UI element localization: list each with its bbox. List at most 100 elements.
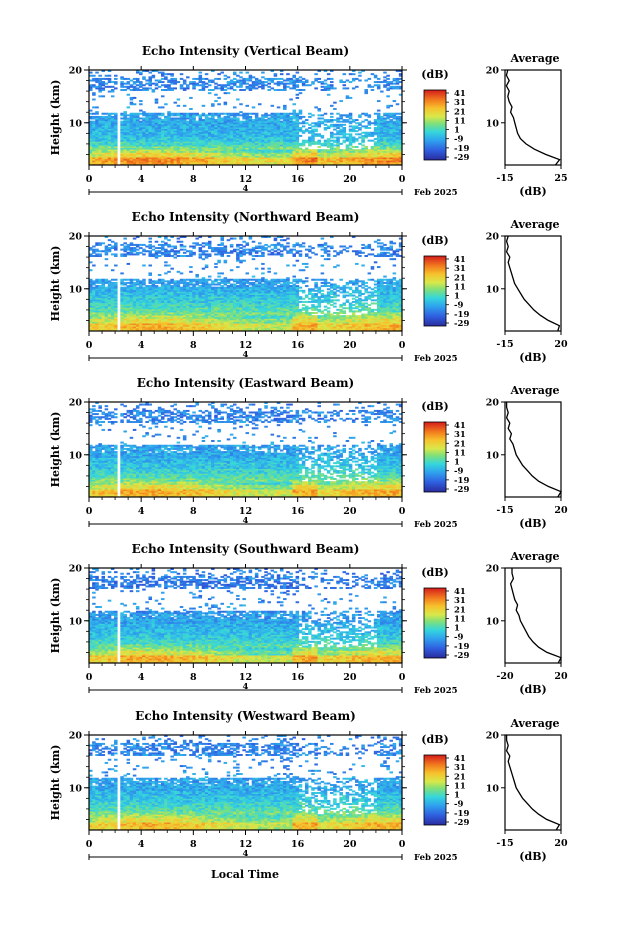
heatmap-cell xyxy=(167,157,171,160)
heatmap-cell xyxy=(207,92,212,95)
heatmap-cell xyxy=(276,160,281,163)
heatmap-cell xyxy=(376,158,381,161)
heatmap-cell xyxy=(182,161,187,164)
heatmap-cell xyxy=(95,71,99,74)
heatmap-cell xyxy=(367,120,372,123)
heatmap-cell xyxy=(182,104,187,107)
heatmap-cell xyxy=(229,161,234,164)
heatmap-cell xyxy=(330,115,334,118)
heatmap-cell xyxy=(151,82,156,85)
heatmap-cell xyxy=(301,115,306,118)
heatmap-cell xyxy=(273,82,278,85)
heatmap-cell xyxy=(311,315,315,318)
heatmap-cell xyxy=(248,161,253,164)
heatmap-cell xyxy=(358,315,362,318)
heatmap-cell xyxy=(126,114,131,117)
heatmap-cell xyxy=(95,106,99,109)
heatmap-cell xyxy=(114,160,118,163)
heatmap-cell xyxy=(192,161,196,164)
heatmap-cell xyxy=(120,160,124,163)
heatmap-cell xyxy=(126,117,131,120)
heatmap-cell xyxy=(298,122,303,125)
heatmap-cell xyxy=(364,119,368,122)
heatmap-cell xyxy=(151,112,156,115)
heatmap-cell xyxy=(398,160,403,163)
heatmap-cell xyxy=(364,79,368,82)
heatmap-cell xyxy=(270,77,275,80)
heatmap-cell xyxy=(392,82,397,85)
heatmap-cell xyxy=(295,112,300,115)
heatmap-cell xyxy=(239,71,243,74)
heatmap-cell xyxy=(261,160,265,163)
heatmap-cell xyxy=(104,157,109,160)
heatmap-cell xyxy=(386,161,390,164)
heatmap-cell xyxy=(311,312,315,314)
heatmap-cell xyxy=(151,157,156,160)
heatmap-cell xyxy=(289,87,293,90)
heatmap-cell xyxy=(179,73,184,76)
heatmap-cell xyxy=(226,92,231,95)
heatmap-cell xyxy=(264,84,268,87)
heatmap-cell xyxy=(355,315,359,318)
heatmap-cell xyxy=(126,157,131,160)
heatmap-cell xyxy=(204,85,209,88)
heatmap-cell xyxy=(142,76,146,79)
heatmap-cell xyxy=(311,114,315,117)
heatmap-cell xyxy=(339,128,343,131)
heatmap-cell xyxy=(142,111,146,114)
heatmap-cell xyxy=(98,115,102,118)
heatmap-cell xyxy=(223,84,228,87)
heatmap-cell xyxy=(283,104,287,107)
heatmap-cell xyxy=(348,112,353,115)
heatmap-cell xyxy=(301,149,306,152)
heatmap-cell xyxy=(242,160,246,163)
heatmap-cell xyxy=(270,157,275,160)
heatmap-cell xyxy=(304,147,309,150)
heatmap-cell xyxy=(351,310,356,313)
heatmap-cell xyxy=(104,158,109,161)
heatmap-cell xyxy=(104,85,109,88)
heatmap-cell xyxy=(186,120,190,123)
heatmap-cell xyxy=(132,81,137,84)
heatmap-cell xyxy=(126,93,131,96)
heatmap-cell xyxy=(179,112,184,115)
heatmap-cell xyxy=(298,158,303,161)
heatmap-cell xyxy=(154,160,159,163)
heatmap-cell xyxy=(336,130,340,133)
heatmap-cell xyxy=(361,120,365,123)
heatmap-cell xyxy=(214,157,218,160)
heatmap-cell xyxy=(286,158,290,161)
heatmap-cell xyxy=(145,87,149,90)
heatmap-cell xyxy=(289,115,293,118)
heatmap-cell xyxy=(182,158,187,161)
heatmap-cell xyxy=(214,77,218,80)
heatmap-cell xyxy=(304,84,309,87)
heatmap-cell xyxy=(176,98,181,101)
heatmap-cell xyxy=(135,161,140,164)
heatmap-cell xyxy=(380,81,384,84)
heatmap-cell xyxy=(342,114,347,117)
heatmap-cell xyxy=(376,160,381,163)
heatmap-cell xyxy=(142,157,146,160)
heatmap-cell xyxy=(386,74,390,77)
heatmap-cell xyxy=(376,109,381,112)
heatmap-cell xyxy=(92,161,96,164)
heatmap-cell xyxy=(254,161,259,164)
heatmap-cell xyxy=(317,160,322,163)
heatmap-cell xyxy=(204,160,209,163)
heatmap-cell xyxy=(148,161,152,164)
heatmap-cell xyxy=(195,120,199,123)
heatmap-cell xyxy=(339,120,343,123)
heatmap-cell xyxy=(236,160,240,163)
heatmap-cell xyxy=(110,158,115,161)
heatmap-cell xyxy=(157,157,162,160)
heatmap-cell xyxy=(145,158,149,161)
heatmap-cell xyxy=(364,158,368,161)
heatmap-cell xyxy=(336,312,340,314)
heatmap-cell xyxy=(189,158,193,161)
heatmap-cell xyxy=(145,82,149,85)
heatmap-cell xyxy=(283,112,287,115)
heatmap-cell xyxy=(289,98,293,101)
heatmap-cell xyxy=(189,157,193,160)
heatmap-cell xyxy=(204,114,209,117)
